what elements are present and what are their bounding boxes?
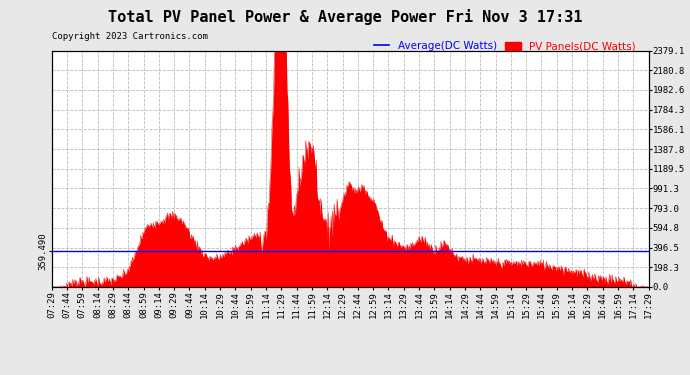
Legend: Average(DC Watts), PV Panels(DC Watts): Average(DC Watts), PV Panels(DC Watts) (370, 37, 640, 56)
Text: Copyright 2023 Cartronics.com: Copyright 2023 Cartronics.com (52, 32, 208, 41)
Text: Total PV Panel Power & Average Power Fri Nov 3 17:31: Total PV Panel Power & Average Power Fri… (108, 9, 582, 26)
